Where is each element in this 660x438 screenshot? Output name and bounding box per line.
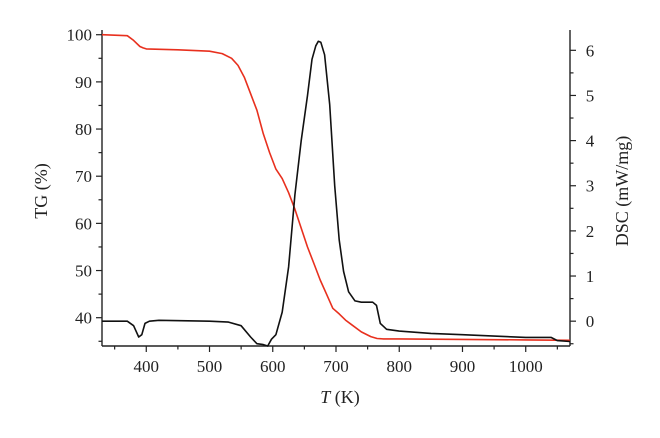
- x-tick-label: 1000: [509, 357, 543, 376]
- right-y-tick-label: 6: [586, 41, 595, 60]
- left-y-tick-label: 50: [75, 262, 92, 281]
- left-y-tick-label: 40: [75, 309, 92, 328]
- left-y-tick-label: 100: [67, 26, 93, 45]
- x-axis-title: T (K): [320, 387, 360, 408]
- right-y-tick-label: 4: [586, 132, 595, 151]
- x-axis-variable: T: [320, 387, 332, 407]
- x-tick-label: 400: [134, 357, 160, 376]
- left-y-tick-label: 60: [75, 214, 92, 233]
- x-tick-label: 900: [450, 357, 476, 376]
- right-y-tick-label: 3: [586, 177, 595, 196]
- tick-labels: 400 500 600 700 800 900 1000405060708090100012…: [67, 26, 595, 376]
- left-y-tick-label: 70: [75, 167, 92, 186]
- x-tick-label: 500: [197, 357, 223, 376]
- right-axis-title: DSC (mW/mg): [612, 136, 633, 247]
- series-lines: [101, 33, 571, 347]
- left-axis-title: TG (%): [31, 163, 52, 218]
- right-y-tick-label: 1: [586, 267, 595, 286]
- axes: [101, 30, 571, 347]
- right-y-tick-label: 2: [586, 222, 595, 241]
- right-y-tick-label: 5: [586, 86, 595, 105]
- left-y-tick-label: 80: [75, 120, 92, 139]
- tick-marks: [96, 34, 576, 352]
- x-tick-label: 700: [323, 357, 349, 376]
- dsc-curve: [102, 40, 571, 347]
- right-y-tick-label: 0: [586, 312, 595, 331]
- tg-curve: [101, 33, 571, 342]
- x-tick-label: 600: [260, 357, 286, 376]
- left-y-tick-label: 90: [75, 73, 92, 92]
- x-axis-unit: (K): [330, 387, 360, 408]
- x-tick-label: 800: [386, 357, 412, 376]
